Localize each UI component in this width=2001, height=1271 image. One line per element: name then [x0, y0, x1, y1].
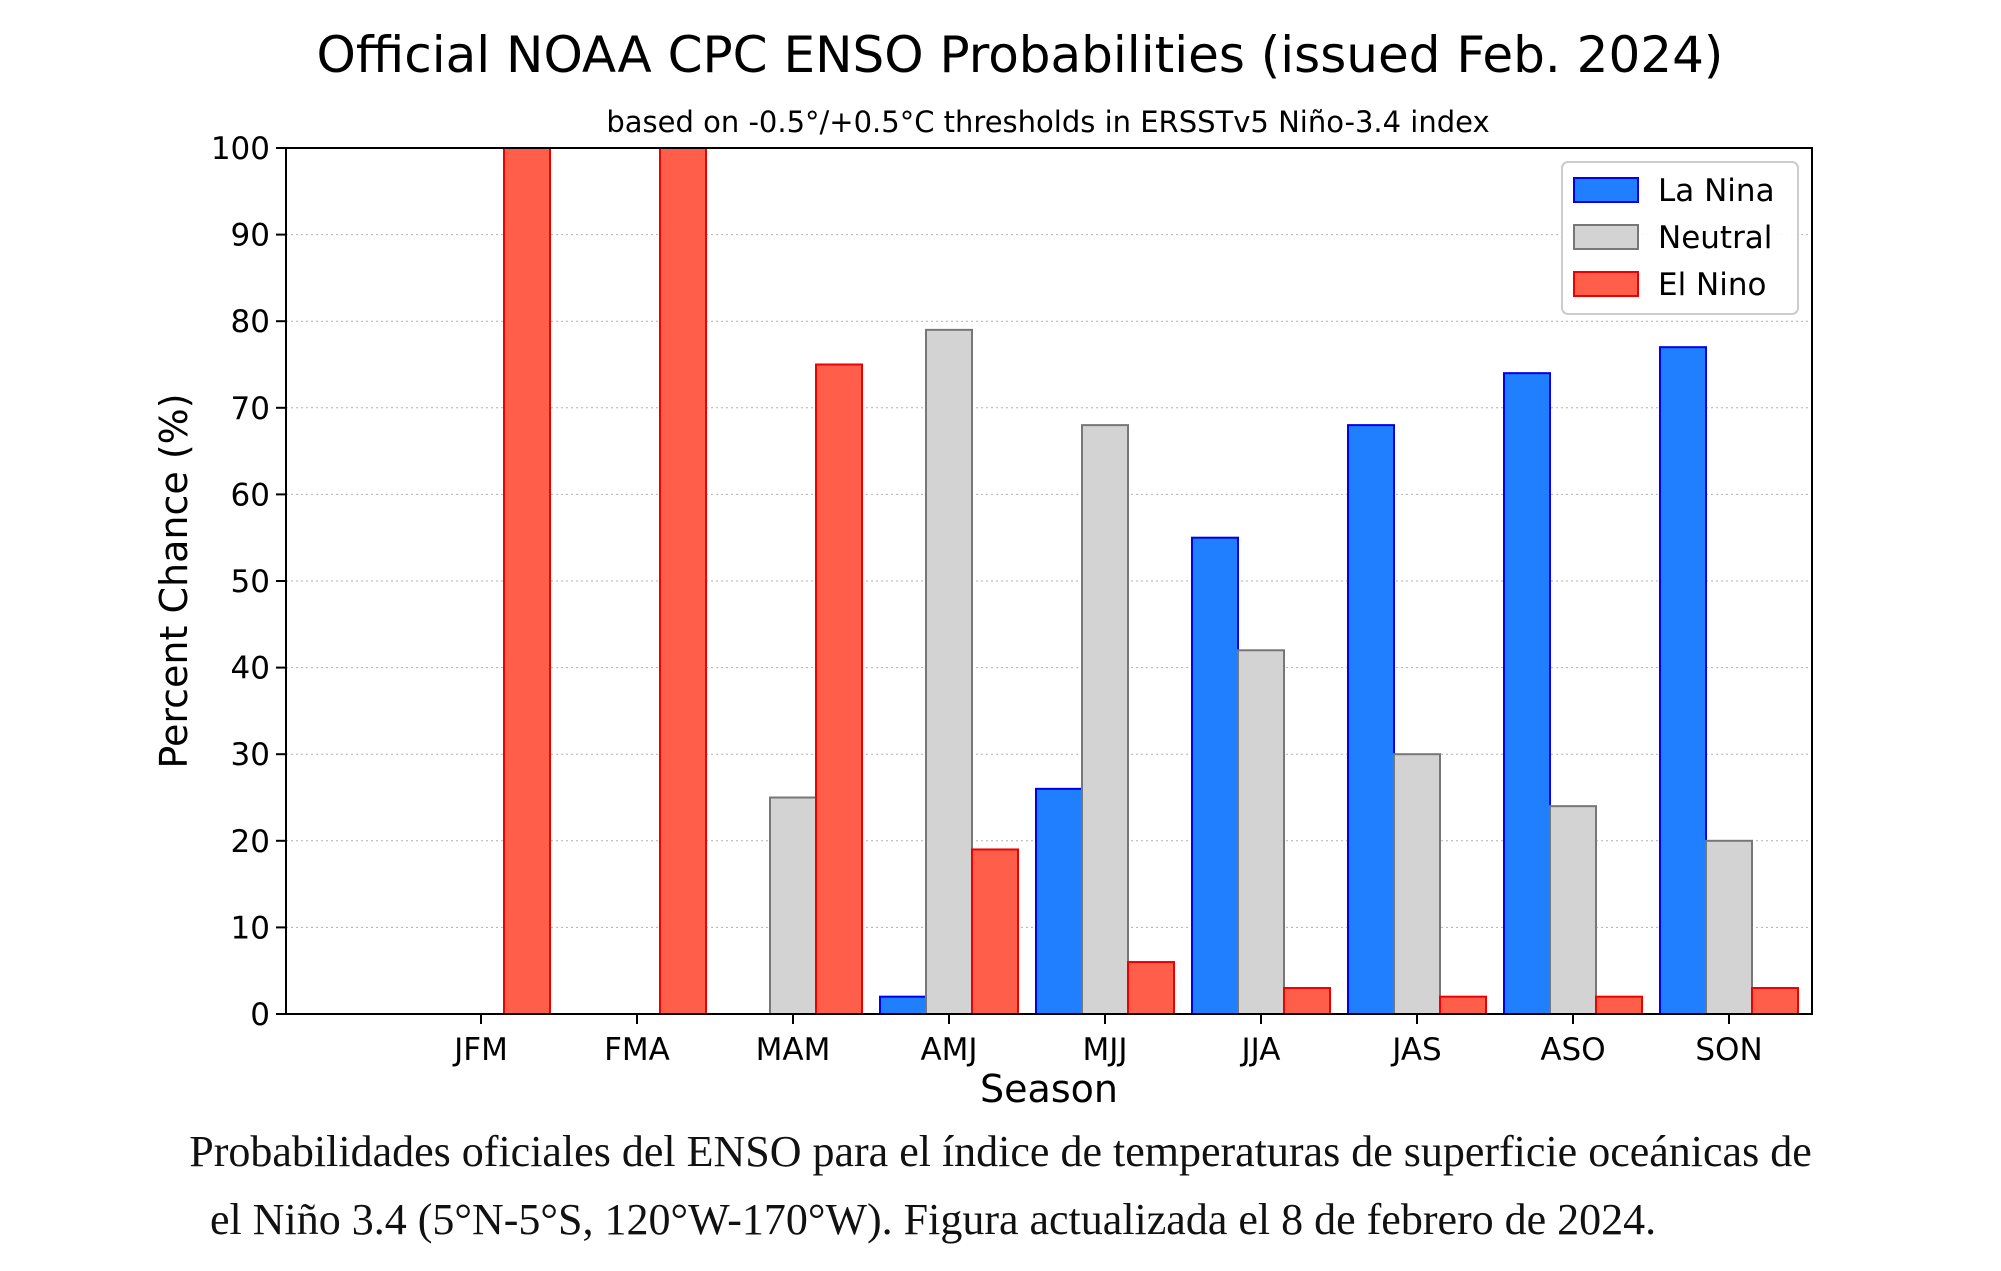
x-tick-label-aso: ASO — [1540, 1032, 1605, 1068]
legend-swatch-neutral — [1573, 224, 1639, 250]
x-tick-label-fma: FMA — [604, 1032, 670, 1068]
x-axis-label: Season — [980, 1067, 1118, 1111]
bar-neutral-jja — [1237, 649, 1285, 1016]
chart-subtitle: based on -0.5°/+0.5°C thresholds in ERSS… — [606, 105, 1489, 139]
bar-neutral-amj — [925, 328, 973, 1015]
x-tick-label-mam: MAM — [756, 1032, 831, 1068]
y-tick-label-20: 20 — [231, 824, 270, 860]
bar-la-nina-mjj — [1035, 787, 1083, 1016]
bars — [503, 147, 1799, 1016]
x-tick-label-mjj: MJJ — [1082, 1032, 1127, 1068]
figure-caption-line-1: Probabilidades oficiales del ENSO para e… — [189, 1127, 1812, 1176]
x-tick-label-jfm: JFM — [452, 1032, 508, 1068]
legend-label-neutral: Neutral — [1658, 220, 1772, 256]
legend: La Nina Neutral El Nino — [1561, 161, 1799, 315]
bar-el-nino-son — [1751, 987, 1799, 1016]
x-tick-label-amj: AMJ — [920, 1032, 977, 1068]
bar-el-nino-mam — [815, 363, 863, 1015]
bar-neutral-mam — [769, 796, 817, 1015]
bar-la-nina-aso — [1503, 372, 1551, 1016]
y-tick-label-100: 100 — [211, 131, 270, 167]
y-tick-label-60: 60 — [231, 477, 270, 513]
bar-el-nino-mjj — [1127, 961, 1175, 1015]
bar-la-nina-jja — [1191, 536, 1239, 1015]
bar-neutral-mjj — [1081, 424, 1129, 1015]
bar-neutral-aso — [1549, 805, 1597, 1015]
bar-el-nino-amj — [971, 848, 1019, 1016]
enso-probability-bar-chart: Official NOAA CPC ENSO Probabilities (is… — [152, 26, 1813, 1111]
bar-el-nino-aso — [1595, 995, 1643, 1015]
bar-la-nina-jas — [1347, 424, 1395, 1015]
bar-el-nino-jas — [1439, 995, 1487, 1015]
legend-label-la-nina: La Nina — [1658, 173, 1775, 209]
bar-el-nino-fma — [659, 147, 707, 1015]
bar-neutral-son — [1705, 839, 1753, 1015]
x-tick-label-son: SON — [1695, 1032, 1762, 1068]
y-tick-label-90: 90 — [231, 218, 270, 254]
y-tick-label-10: 10 — [231, 910, 270, 946]
chart-title: Official NOAA CPC ENSO Probabilities (is… — [317, 26, 1724, 84]
bar-neutral-jas — [1393, 753, 1441, 1015]
y-tick-label-70: 70 — [231, 391, 270, 427]
legend-label-el-nino: El Nino — [1658, 267, 1766, 303]
y-tick-label-50: 50 — [231, 564, 270, 600]
chart-container: Official NOAA CPC ENSO Probabilities (is… — [152, 26, 1813, 1111]
y-tick-label-30: 30 — [231, 737, 270, 773]
legend-swatch-la-nina — [1573, 177, 1639, 203]
bar-la-nina-son — [1659, 346, 1707, 1015]
x-axis-ticks: JFM FMA MAM AMJ MJJ JJA JAS ASO SON — [452, 1014, 1763, 1068]
figure-caption-line-2: el Niño 3.4 (5°N-5°S, 120°W-170°W). Figu… — [210, 1195, 1657, 1244]
y-tick-label-40: 40 — [231, 651, 270, 687]
y-tick-label-80: 80 — [231, 304, 270, 340]
bar-el-nino-jja — [1283, 987, 1331, 1016]
y-tick-label-0: 0 — [250, 997, 270, 1033]
y-axis-ticks: 0 10 20 30 40 50 60 70 80 90 100 — [211, 131, 286, 1033]
bar-la-nina-amj — [879, 995, 927, 1015]
bar-el-nino-jfm — [503, 147, 551, 1015]
x-tick-label-jas: JAS — [1390, 1032, 1441, 1068]
x-tick-label-jja: JJA — [1240, 1032, 1281, 1068]
legend-swatch-el-nino — [1573, 271, 1639, 297]
y-axis-label: Percent Chance (%) — [152, 393, 196, 768]
